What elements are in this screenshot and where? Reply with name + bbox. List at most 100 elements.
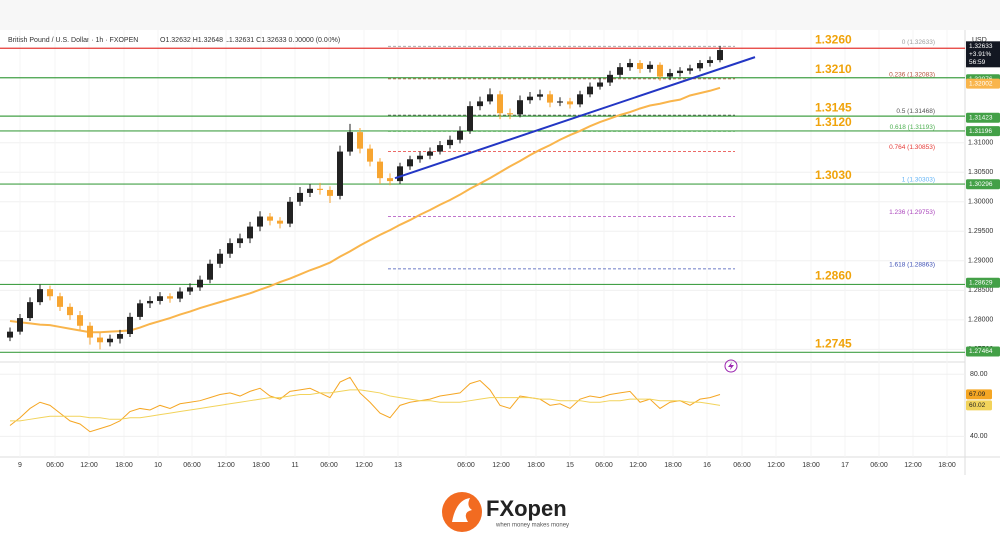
x-tick-label: 06:00 [320, 462, 338, 469]
candle-body [247, 226, 253, 239]
price-tag [966, 179, 1000, 190]
candle-body [537, 94, 543, 97]
candle-body [347, 132, 353, 152]
candle-body [337, 151, 343, 196]
candle-body [47, 289, 53, 297]
last-change: +3.91% [969, 51, 991, 58]
candle-body [57, 296, 63, 307]
candle-body [417, 155, 423, 160]
x-tick-label: 18:00 [115, 462, 133, 469]
level-label: 1.3120 [815, 115, 852, 129]
candle-body [567, 101, 573, 105]
last-price-tag [966, 41, 1000, 68]
indicator-tag [966, 389, 992, 400]
price-tag-label: 1.31196 [969, 128, 992, 135]
level-label: 1.3210 [815, 62, 852, 76]
chart-panel [0, 30, 965, 475]
candle-body [547, 94, 553, 103]
candle-body [397, 166, 403, 182]
x-tick-label: 13 [394, 462, 402, 469]
fib-label: 1.618 (1.28863) [889, 262, 935, 269]
price-tag-label: 1.32002 [969, 80, 993, 87]
fib-label: 0 (1.32633) [902, 39, 935, 46]
fib-label: 0.764 (1.30853) [889, 144, 935, 151]
x-tick-label: 12:00 [217, 462, 235, 469]
indicator-line [10, 389, 721, 422]
candle-body [677, 70, 683, 74]
candle-body [447, 139, 453, 146]
y-tick-label: 80.00 [970, 371, 988, 378]
price-tag-label: 1.31423 [969, 114, 993, 121]
candle-body [217, 253, 223, 264]
candle-body [37, 289, 43, 303]
y-tick-label: 1.29000 [968, 258, 993, 265]
candle-body [617, 67, 623, 75]
x-tick-label: 18:00 [664, 462, 682, 469]
candle-body [697, 63, 703, 69]
candle-body [427, 151, 433, 156]
candle-body [507, 113, 513, 115]
candle-body [477, 101, 483, 107]
footer [0, 475, 1000, 549]
fib-label: 1 (1.30303) [902, 177, 935, 184]
candle-body [687, 68, 693, 71]
price-tag [966, 126, 1000, 137]
x-tick-label: 06:00 [46, 462, 64, 469]
x-tick-label: 12:00 [629, 462, 647, 469]
candle-body [367, 148, 373, 162]
y-tick-label: 1.31000 [968, 140, 993, 147]
candle-body [107, 338, 113, 343]
plot: 1.275001.280001.285001.290001.295001.300… [0, 30, 1000, 469]
candle-body [197, 279, 203, 288]
candle-body [497, 94, 503, 114]
candle-body [647, 64, 653, 69]
x-tick-label: 15 [566, 462, 574, 469]
y-tick-label: 40.00 [970, 433, 988, 440]
x-tick-label: 18:00 [252, 462, 270, 469]
candle-body [157, 296, 163, 301]
x-tick-label: 12:00 [904, 462, 922, 469]
candle-body [87, 325, 93, 338]
candle-body [327, 189, 333, 196]
level-label: 1.2860 [815, 269, 852, 283]
candle-body [457, 130, 463, 140]
x-tick-label: 18:00 [527, 462, 545, 469]
candle-body [637, 63, 643, 69]
logo-bull [452, 498, 472, 522]
candle-body [17, 318, 23, 332]
price-tag-label: 1.28629 [969, 279, 993, 286]
candle-body [717, 50, 723, 61]
candle-body [667, 73, 673, 77]
x-tick-label: 9 [18, 462, 22, 469]
candle-body [177, 291, 183, 299]
price-tag [966, 346, 1000, 357]
candle-body [207, 263, 213, 280]
x-tick-label: 06:00 [870, 462, 888, 469]
candle-body [577, 94, 583, 105]
trendline [394, 56, 756, 180]
lightning [728, 362, 734, 370]
candle-body [657, 64, 663, 77]
x-tick-label: 06:00 [183, 462, 201, 469]
candle-body [167, 296, 173, 299]
price-tag-label: 1.30296 [969, 181, 993, 188]
candle-body [607, 74, 613, 83]
candle-body [467, 106, 473, 131]
candle-body [67, 306, 73, 316]
candle-body [527, 96, 533, 101]
level-label: 1.3145 [815, 100, 852, 114]
x-tick-label: 12:00 [492, 462, 510, 469]
level-label: 1.3030 [815, 168, 852, 182]
x-tick-label: 12:00 [767, 462, 785, 469]
candle-body [257, 216, 263, 227]
indicator-line [9, 376, 721, 433]
candle-body [707, 60, 713, 64]
candle-body [557, 101, 563, 103]
last-price: 1.32633 [969, 43, 993, 50]
candle-body [387, 178, 393, 182]
price-tag-label: 1.27464 [969, 348, 993, 355]
event-icon[interactable] [724, 359, 738, 373]
x-tick-label: 11 [291, 462, 298, 469]
level-label: 1.2745 [815, 336, 852, 350]
candle-body [407, 159, 413, 167]
